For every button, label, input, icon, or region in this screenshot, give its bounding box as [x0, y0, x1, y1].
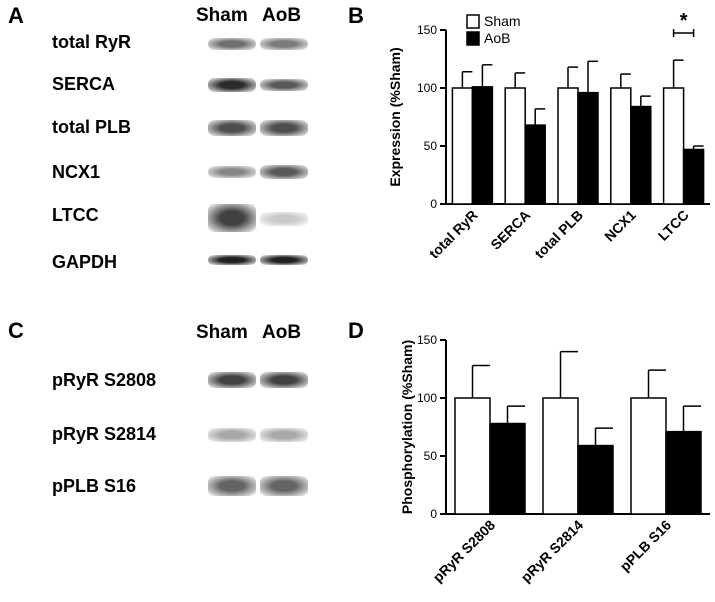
- y-tick-label: 50: [424, 449, 438, 463]
- y-axis-label: Expression (%Sham): [387, 47, 403, 186]
- lane-header-sham: Sham: [196, 322, 248, 343]
- y-tick-label: 100: [417, 81, 437, 95]
- blot-label-total-ryr: total RyR: [52, 32, 132, 52]
- bar-sham: [630, 397, 667, 515]
- blot-band: [208, 166, 256, 178]
- blot-band: [260, 38, 308, 50]
- blot-band: [260, 476, 308, 496]
- legend-swatch-aob: [466, 31, 480, 46]
- panel-letter-d: D: [348, 318, 364, 343]
- panel-letter-c: C: [8, 318, 24, 343]
- bar-aob: [577, 444, 614, 515]
- y-tick-label: 100: [417, 391, 437, 405]
- bar-sham: [542, 397, 579, 515]
- blot-band: [208, 372, 256, 388]
- x-tick-label: pPLB S16: [617, 517, 675, 575]
- blot-label-pryr-s2814: pRyR S2814: [52, 424, 157, 444]
- legend-label-sham: Sham: [484, 13, 521, 29]
- x-tick-label: pRyR S2808: [430, 517, 499, 586]
- blot-label-total-plb: total PLB: [52, 117, 131, 137]
- blot-band: [260, 120, 308, 136]
- blot-band: [208, 255, 256, 265]
- panel-letter-a: A: [8, 3, 24, 28]
- y-tick-label: 0: [430, 507, 437, 521]
- legend-label-aob: AoB: [484, 30, 510, 46]
- blot-band: [208, 38, 256, 50]
- blot-label-gapdh: GAPDH: [52, 252, 118, 272]
- blot-band: [208, 78, 256, 92]
- blot-band: [208, 476, 256, 496]
- panel-letter-b: B: [348, 3, 364, 28]
- lane-header-sham: Sham: [196, 5, 248, 26]
- bar-aob: [489, 422, 526, 515]
- blot-band: [208, 204, 256, 232]
- blot-band: [260, 428, 308, 442]
- y-tick-label: 50: [424, 139, 438, 153]
- legend-swatch-sham: [466, 14, 480, 29]
- y-tick-label: 150: [417, 23, 437, 37]
- blot-label-ncx1: NCX1: [52, 162, 101, 182]
- blot-label-serca: SERCA: [52, 74, 116, 94]
- bar-sham: [454, 397, 491, 515]
- blot-label-pplb-s16: pPLB S16: [52, 476, 137, 496]
- blot-label-pryr-s2808: pRyR S2808: [52, 370, 157, 390]
- lane-header-aob: AoB: [262, 5, 302, 26]
- x-tick-label: pRyR S2814: [518, 517, 587, 586]
- blot-band: [260, 255, 308, 265]
- lane-header-aob: AoB: [262, 322, 302, 343]
- significance-marker: *: [680, 10, 688, 32]
- bar-aob: [665, 430, 702, 515]
- y-tick-label: 150: [417, 333, 437, 347]
- blot-band: [260, 165, 308, 179]
- blot-band: [260, 212, 308, 226]
- blot-band: [260, 372, 308, 388]
- y-tick-label: 0: [430, 197, 437, 211]
- blot-band: [260, 79, 308, 91]
- blot-label-ltcc: LTCC: [52, 205, 99, 225]
- blot-band: [208, 428, 256, 442]
- y-axis-label: Phosphorylation (%Sham): [399, 340, 415, 514]
- blot-band: [208, 120, 256, 136]
